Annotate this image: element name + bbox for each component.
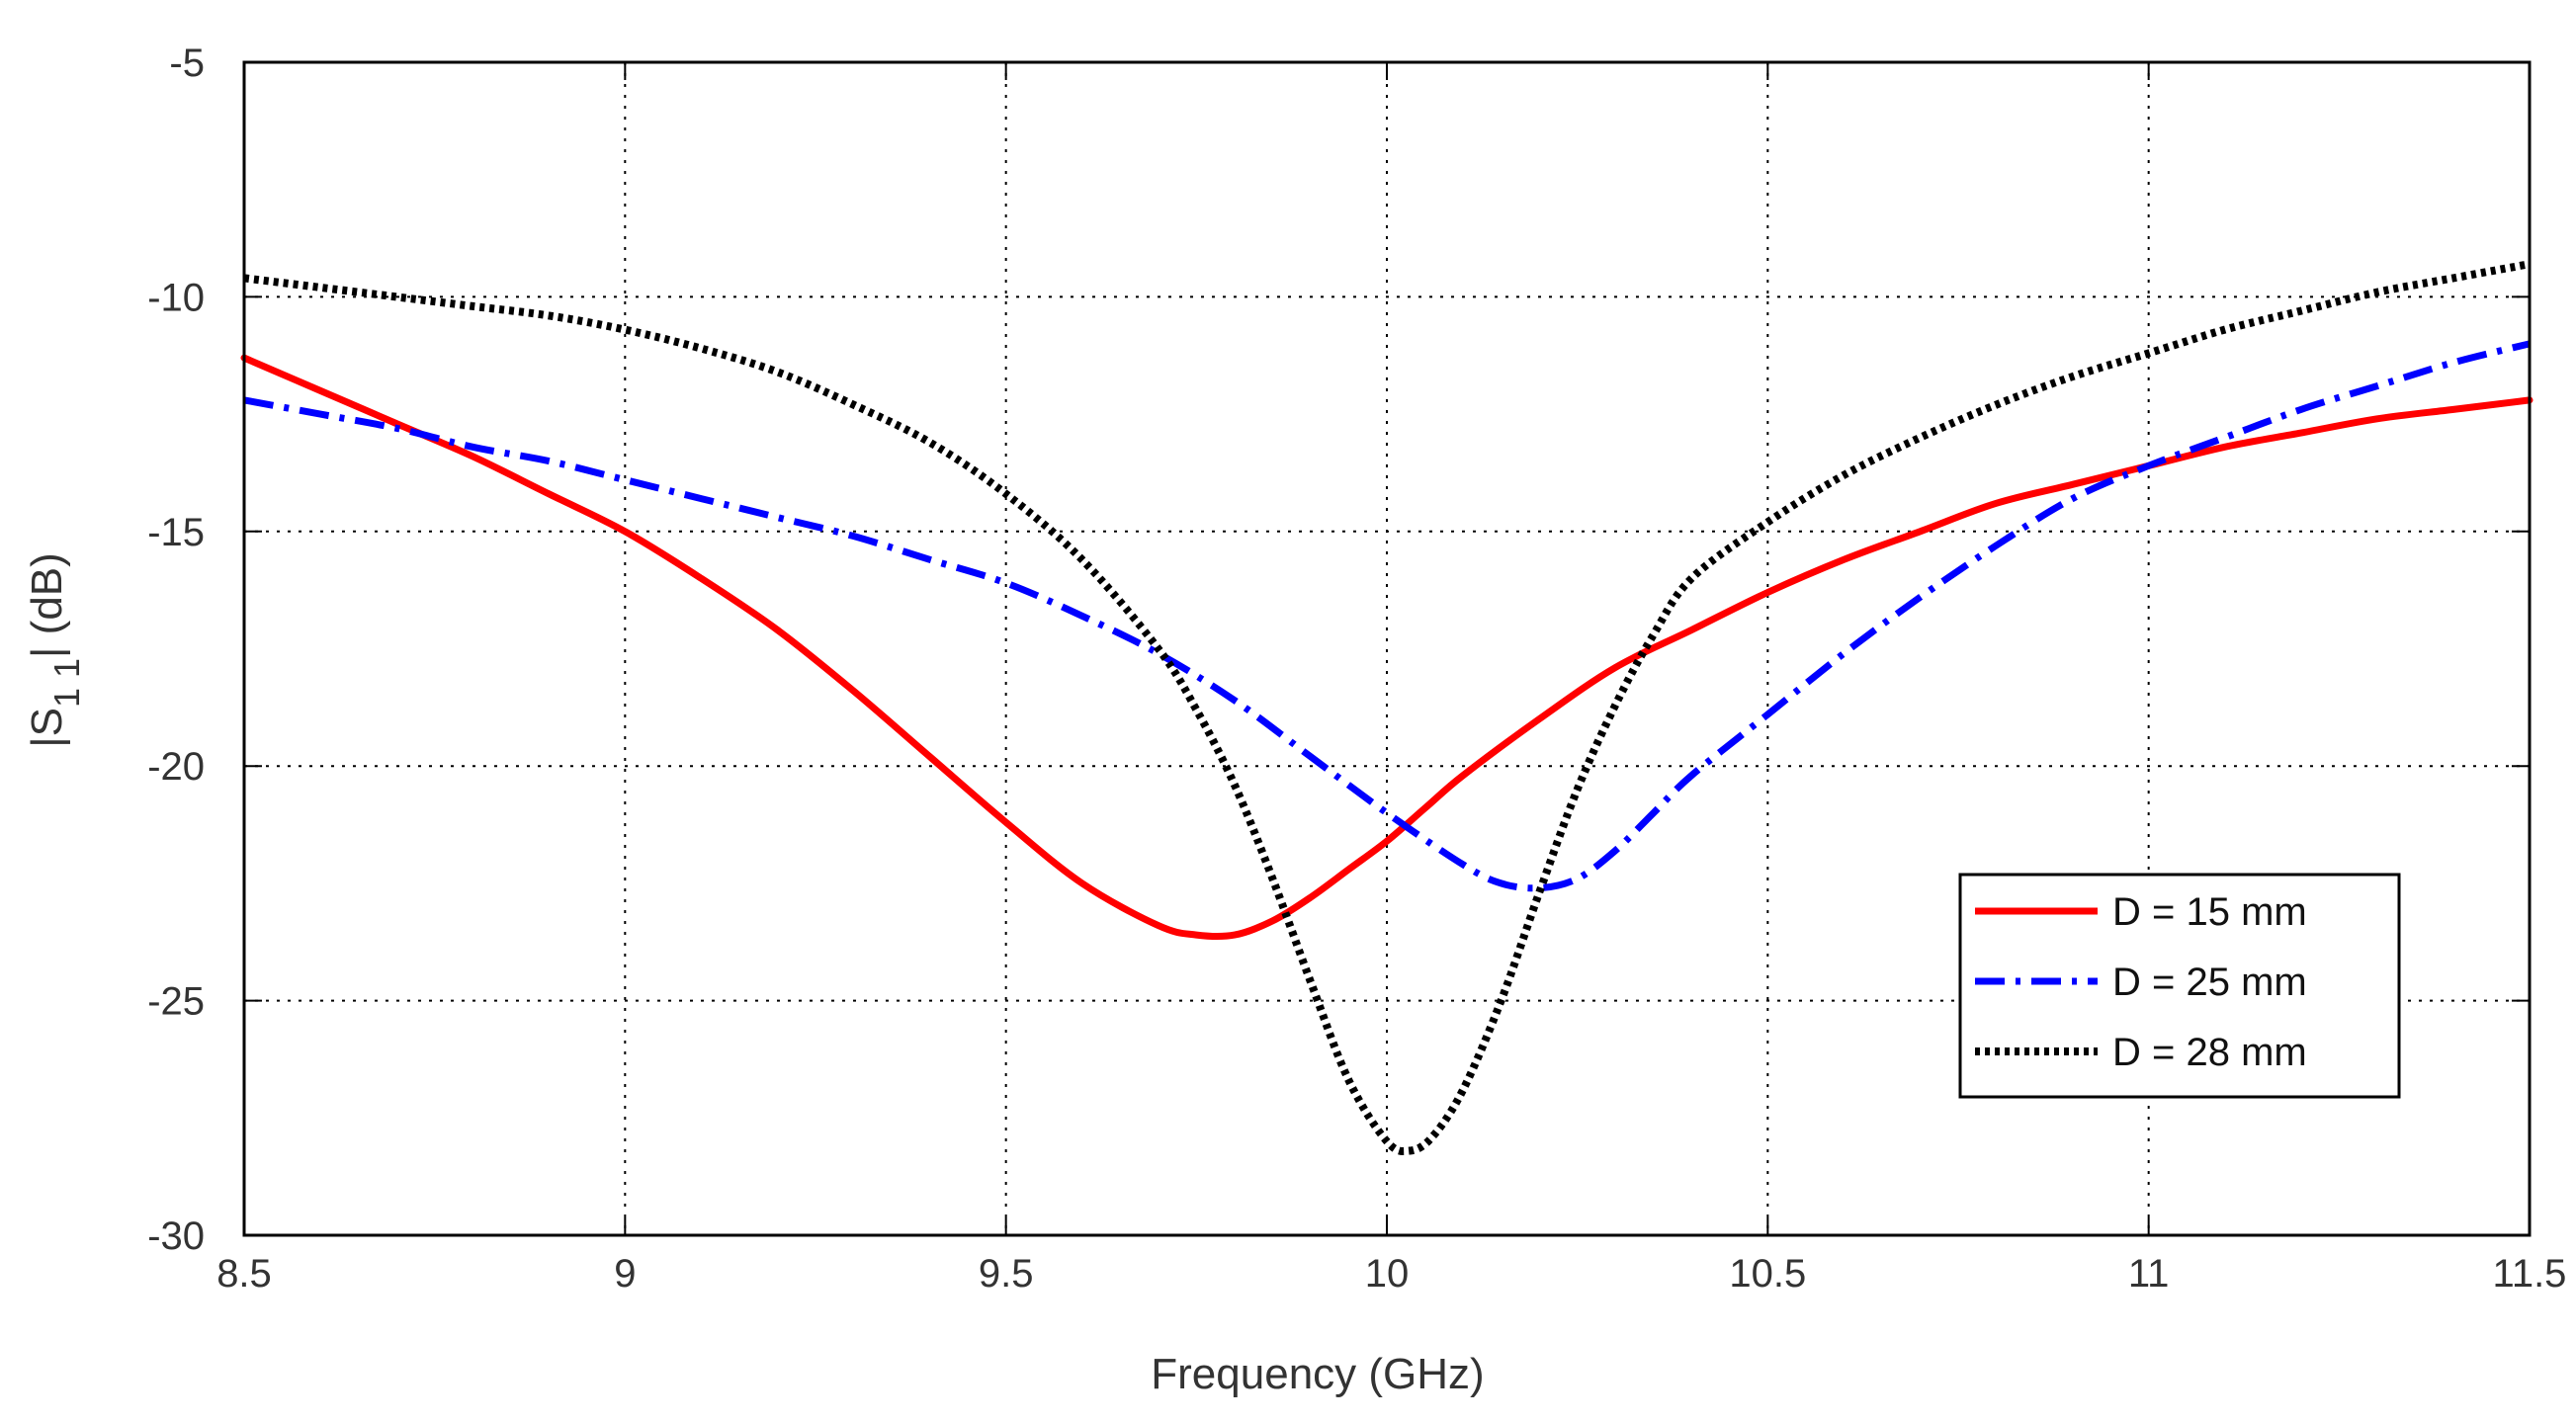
x-tick-label: 11.5 (2493, 1252, 2567, 1296)
y-tick-label: -20 (147, 745, 205, 789)
legend-label-d25: D = 25 mm (2112, 961, 2307, 1004)
y-axis-label-subscript: 1 1 (46, 658, 87, 708)
x-axis-label: Frequency (GHz) (1151, 1350, 1484, 1398)
y-tick-label: -15 (147, 511, 205, 554)
y-axis-label-suffix: | (dB) (23, 552, 71, 658)
x-tick-label: 11 (2128, 1252, 2170, 1296)
series-line-d25 (243, 340, 2531, 892)
y-tick-label: -25 (147, 980, 205, 1024)
legend-label-d15: D = 15 mm (2112, 890, 2307, 934)
x-tick-label: 10 (1365, 1252, 1410, 1296)
y-tick-label: -30 (147, 1214, 205, 1258)
legend: D = 15 mm D = 25 mm D = 28 mm (1958, 873, 2401, 1099)
x-tick-label: 10.5 (1729, 1252, 1806, 1296)
series-line-d15 (240, 354, 2533, 941)
x-tick-label: 9.5 (979, 1252, 1034, 1296)
series-line-d28 (243, 260, 2531, 1156)
axis-ticks: 8.5 9 9.5 10 10.5 11 11.5 -30 -25 -20 -15 -10 -5 (147, 42, 2566, 1296)
legend-label-d28: D = 28 mm (2112, 1031, 2307, 1074)
x-tick-label: 9 (614, 1252, 636, 1296)
series-lines (240, 260, 2533, 1156)
y-tick-label: -10 (147, 276, 205, 319)
y-axis-label: |S1 1| (dB) (23, 552, 87, 748)
x-tick-label: 8.5 (216, 1252, 272, 1296)
y-axis-label-prefix: |S (23, 708, 71, 748)
y-tick-label: -5 (169, 42, 205, 85)
